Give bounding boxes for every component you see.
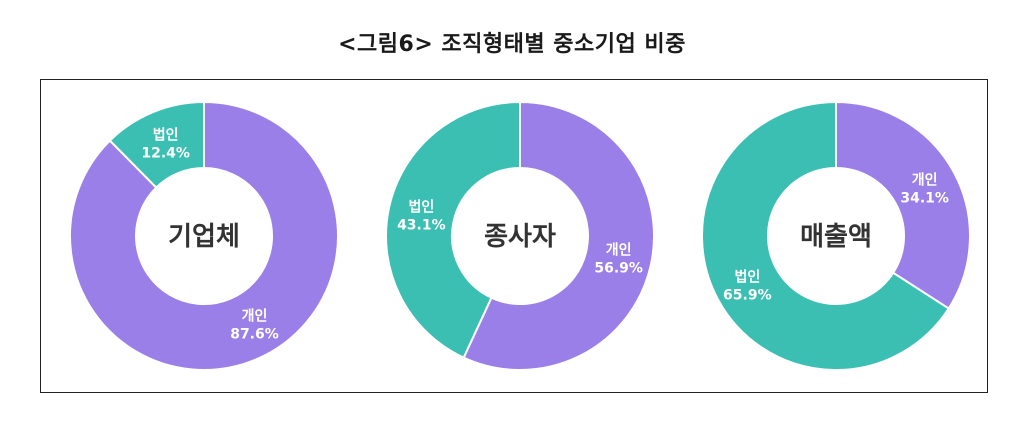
donut-chart-employees: 개인 56.9% 법인 43.1% 종사자 <box>385 100 655 371</box>
slice-category-label: 개인 <box>912 172 938 189</box>
slice-value-label: 12.4% <box>141 146 190 162</box>
slice-value-label: 65.9% <box>723 287 772 303</box>
slice-category-label: 법인 <box>408 198 434 215</box>
donut-center-label: 종사자 <box>484 222 556 252</box>
slice-value-label: 87.6% <box>230 326 279 342</box>
donut-hole <box>136 168 272 304</box>
donut-hole <box>452 168 588 304</box>
donut-slice-individual <box>69 100 339 371</box>
donut-center-label: 매출액 <box>800 222 872 252</box>
slice-value-label: 34.1% <box>900 191 949 207</box>
slice-value-label: 43.1% <box>397 217 446 233</box>
donut-hole <box>768 168 904 304</box>
slice-category-label: 개인 <box>606 242 632 259</box>
slice-value-label: 56.9% <box>594 261 643 277</box>
donut-chart-businesses: 법인 12.4% 개인 87.6% 기업체 <box>69 100 339 371</box>
donut-chart-sales: 개인 34.1% 법인 65.9% 매출액 <box>701 100 971 371</box>
slice-category-label: 개인 <box>242 307 268 324</box>
slice-category-label: 법인 <box>153 127 179 144</box>
donut-center-label: 기업체 <box>168 222 240 252</box>
figure-title: <그림6> 조직형태별 중소기업 비중 <box>338 32 686 57</box>
slice-category-label: 법인 <box>734 268 760 285</box>
chart-frame <box>40 79 988 393</box>
